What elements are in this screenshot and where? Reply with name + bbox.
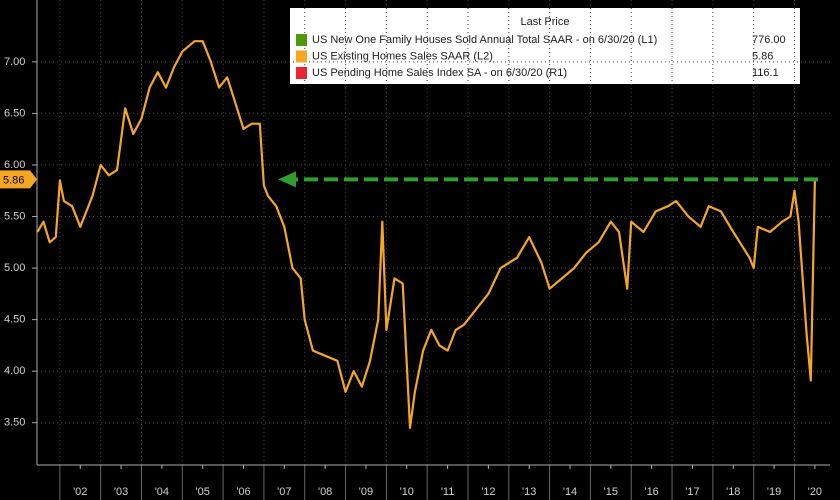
x-tick-label: '19: [767, 486, 781, 498]
y-tick-label: 6.00: [4, 159, 25, 171]
legend-swatch: [296, 67, 307, 79]
x-tick-label: '06: [236, 486, 250, 498]
legend-label: US Pending Home Sales Index SA - on 6/30…: [312, 67, 567, 79]
x-tick-label: '07: [277, 486, 291, 498]
legend-last: 776.00: [752, 34, 786, 46]
x-tick-label: '17: [685, 486, 699, 498]
x-tick-label: '08: [318, 486, 332, 498]
x-tick-label: '04: [155, 486, 169, 498]
y-tick-label: 6.50: [4, 107, 25, 119]
x-tick-label: '18: [726, 486, 740, 498]
legend-title: Last Price: [521, 16, 570, 28]
legend-box: [290, 8, 800, 84]
x-tick-label: '02: [73, 486, 87, 498]
y-tick-label: 4.50: [4, 314, 25, 326]
legend-label: US Existing Homes Sales SAAR (L2): [312, 50, 493, 62]
y-tick-label: 3.50: [4, 417, 25, 429]
last-value-label: 5.86: [3, 174, 24, 186]
legend-swatch: [296, 50, 307, 63]
x-tick-label: '10: [400, 486, 414, 498]
x-tick-label: '05: [196, 486, 210, 498]
y-tick-label: 4.00: [4, 365, 25, 377]
x-tick-label: '12: [481, 486, 495, 498]
x-tick-label: '09: [359, 486, 373, 498]
y-tick-label: 7.00: [4, 56, 25, 68]
legend-last: 116.1: [752, 67, 779, 79]
x-tick-label: '11: [441, 486, 455, 498]
x-tick-label: '14: [563, 486, 577, 498]
x-tick-label: '20: [808, 486, 822, 498]
x-tick-label: '03: [114, 486, 128, 498]
last-value-tag: [0, 170, 37, 189]
x-tick-label: '16: [644, 486, 658, 498]
x-tick-label: '15: [604, 486, 618, 498]
annotation-arrowhead: [278, 171, 296, 188]
legend-label: US New One Family Houses Sold Annual Tot…: [312, 34, 657, 46]
legend-last: 5.86: [752, 50, 773, 62]
x-tick-label: '13: [522, 486, 536, 498]
legend-swatch: [296, 34, 307, 46]
y-tick-label: 5.00: [4, 262, 25, 274]
y-tick-label: 5.50: [4, 210, 25, 222]
line-series: [36, 40, 816, 429]
